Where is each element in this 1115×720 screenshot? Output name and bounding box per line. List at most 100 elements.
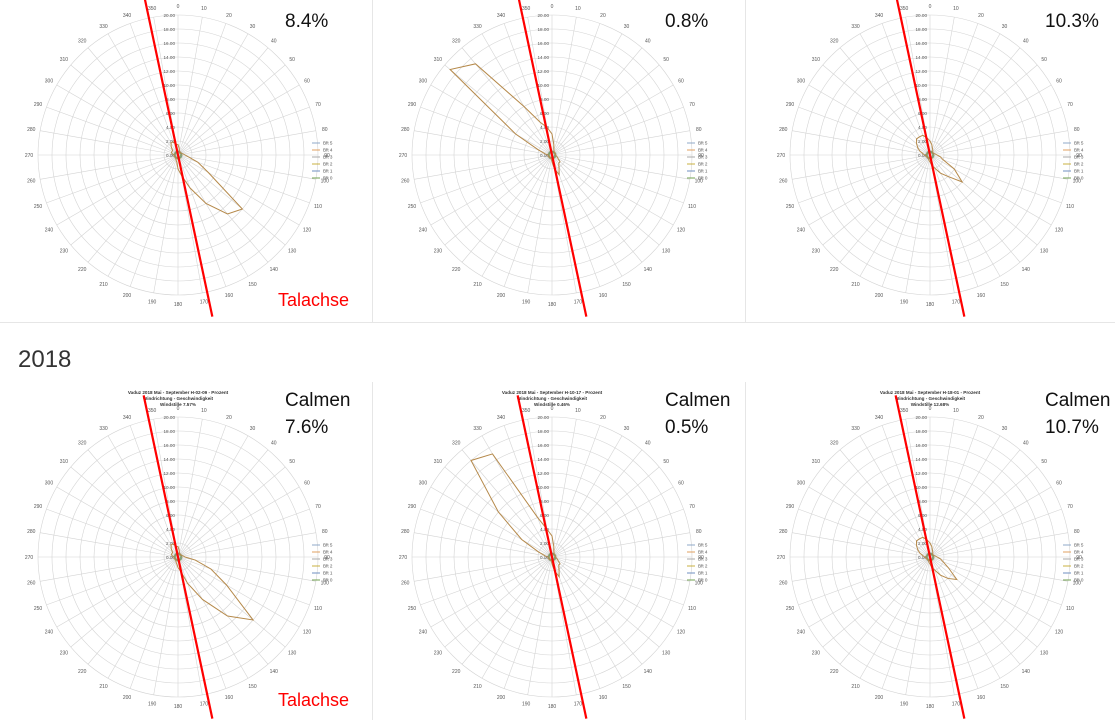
wind-rose-panel-5: Vaduz 2018 Mai - September H-10-17 - Pro… bbox=[372, 382, 742, 719]
legend-label: Bft 5 bbox=[323, 141, 333, 146]
grid-spoke bbox=[461, 556, 553, 665]
wind-rose-panel-3: 0 10 20 30 40 50 60 70 80 90 100 110 120 130 140 150 160… bbox=[745, 0, 1115, 325]
direction-tick-label: 150 bbox=[248, 684, 257, 690]
grid-spoke bbox=[929, 425, 979, 558]
wind-series bbox=[915, 134, 964, 184]
radial-tick-label: 4.00 bbox=[166, 527, 175, 532]
direction-tick-label: 30 bbox=[624, 24, 630, 30]
grid-spoke bbox=[551, 130, 690, 156]
direction-tick-label: 330 bbox=[99, 24, 108, 30]
direction-tick-label: 320 bbox=[830, 441, 839, 447]
grid-spoke bbox=[177, 84, 300, 156]
direction-tick-label: 120 bbox=[1055, 629, 1064, 635]
direction-tick-label: 200 bbox=[875, 293, 884, 299]
radial-tick-label: 10.00 bbox=[916, 83, 928, 88]
direction-tick-label: 0 bbox=[177, 406, 180, 412]
direction-tick-label: 130 bbox=[1040, 651, 1049, 657]
direction-tick-label: 290 bbox=[786, 504, 795, 510]
legend-label: Bft 4 bbox=[698, 148, 708, 153]
radial-tick-label: 8.00 bbox=[166, 499, 175, 504]
direction-tick-label: 310 bbox=[434, 57, 443, 63]
grid-spoke bbox=[177, 154, 316, 180]
direction-tick-label: 290 bbox=[408, 102, 417, 108]
grid-spoke bbox=[87, 154, 179, 263]
grid-spoke bbox=[929, 419, 955, 558]
radial-tick-label: 16.00 bbox=[916, 443, 928, 448]
grid-spoke bbox=[461, 154, 553, 263]
direction-tick-label: 100 bbox=[1073, 179, 1082, 185]
direction-tick-label: 150 bbox=[622, 684, 631, 690]
grid-spoke bbox=[551, 556, 643, 665]
direction-tick-label: 90 bbox=[698, 555, 704, 561]
grid-spoke bbox=[551, 508, 684, 558]
grid-spoke bbox=[177, 154, 269, 263]
grid-spoke bbox=[461, 449, 553, 558]
grid-spoke bbox=[839, 154, 931, 263]
grid-spoke bbox=[929, 154, 1001, 277]
radial-tick-label: 8.00 bbox=[918, 499, 927, 504]
wind-rose-panel-4: Vaduz 2018 Mai - September H-02-09 - Pro… bbox=[0, 382, 370, 719]
talachse-line bbox=[142, 395, 214, 719]
grid-spoke bbox=[798, 106, 931, 156]
direction-tick-label: 320 bbox=[78, 39, 87, 45]
radial-tick-label: 12.00 bbox=[164, 69, 176, 74]
chart-title: Vaduz 2018 Mai - September H-10-17 - Pro… bbox=[502, 390, 603, 395]
direction-tick-label: 280 bbox=[779, 127, 788, 133]
direction-tick-label: 80 bbox=[322, 529, 328, 535]
direction-tick-label: 60 bbox=[678, 480, 684, 486]
column-divider bbox=[372, 0, 373, 323]
radial-tick-label: 20.00 bbox=[916, 13, 928, 18]
direction-tick-label: 220 bbox=[830, 267, 839, 273]
grid-spoke bbox=[551, 556, 690, 582]
grid-spoke bbox=[177, 449, 269, 558]
grid-spoke bbox=[414, 532, 553, 558]
direction-tick-label: 60 bbox=[304, 78, 310, 84]
grid-spoke bbox=[929, 17, 955, 156]
wind-rose-chart-6: Vaduz 2018 Mai - September H-18-01 - Pro… bbox=[777, 390, 1084, 719]
grid-spoke bbox=[929, 556, 1062, 606]
grid-spoke bbox=[87, 556, 179, 665]
grid-spoke bbox=[551, 154, 690, 180]
radial-tick-label: 20.00 bbox=[538, 415, 550, 420]
grid-spoke bbox=[177, 130, 316, 156]
radial-tick-label: 10.00 bbox=[164, 485, 176, 490]
grid-spoke bbox=[551, 154, 684, 204]
grid-spoke bbox=[929, 556, 1052, 628]
grid-spoke bbox=[503, 23, 553, 156]
direction-tick-label: 290 bbox=[34, 102, 43, 108]
direction-tick-label: 330 bbox=[473, 426, 482, 432]
direction-tick-label: 220 bbox=[78, 267, 87, 273]
talachse-line bbox=[895, 0, 966, 317]
grid-spoke bbox=[527, 556, 553, 695]
grid-spoke bbox=[551, 84, 674, 156]
direction-tick-label: 90 bbox=[324, 555, 330, 561]
row-divider bbox=[0, 322, 1115, 323]
grid-spoke bbox=[929, 84, 1052, 156]
grid-spoke bbox=[430, 84, 553, 156]
direction-tick-label: 20 bbox=[600, 415, 606, 421]
grid-spoke bbox=[177, 154, 300, 226]
radial-tick-label: 8.00 bbox=[918, 97, 927, 102]
grid-spoke bbox=[929, 435, 1001, 558]
radial-tick-label: 12.00 bbox=[538, 471, 550, 476]
legend-label: Bft 2 bbox=[323, 564, 333, 569]
direction-tick-label: 220 bbox=[452, 669, 461, 675]
grid-spoke bbox=[129, 425, 179, 558]
grid-spoke bbox=[177, 23, 227, 156]
direction-tick-label: 60 bbox=[1056, 78, 1062, 84]
direction-tick-label: 100 bbox=[1073, 581, 1082, 587]
radial-tick-label: 20.00 bbox=[164, 415, 176, 420]
grid-spoke bbox=[46, 154, 179, 204]
radial-tick-label: 2.00 bbox=[166, 139, 175, 144]
direction-tick-label: 200 bbox=[123, 695, 132, 701]
legend-label: Bft 0 bbox=[323, 176, 333, 181]
grid-spoke bbox=[177, 154, 249, 277]
direction-tick-label: 70 bbox=[315, 504, 321, 510]
direction-tick-label: 140 bbox=[1022, 267, 1031, 273]
direction-tick-label: 300 bbox=[45, 78, 54, 84]
direction-tick-label: 110 bbox=[688, 606, 696, 612]
direction-tick-label: 20 bbox=[600, 13, 606, 19]
direction-tick-label: 100 bbox=[695, 581, 704, 587]
grid-spoke bbox=[177, 556, 286, 648]
calm-value: 10.7% bbox=[1045, 417, 1099, 438]
